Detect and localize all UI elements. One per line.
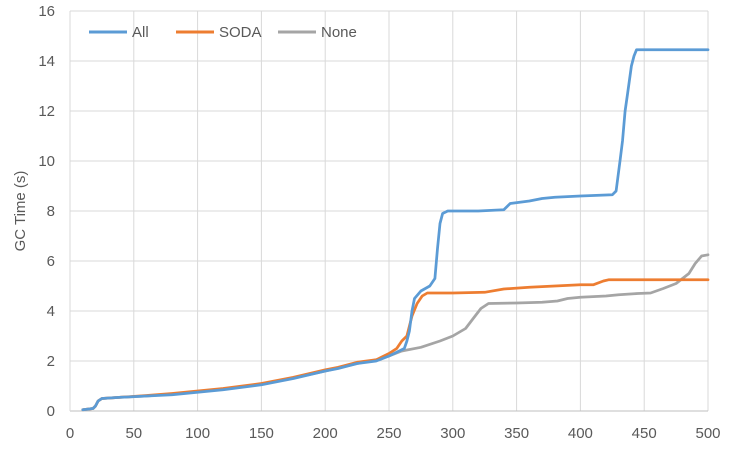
x-tick-label: 450 [632, 425, 657, 442]
y-tick-label: 0 [47, 403, 55, 420]
y-tick-label: 2 [47, 353, 55, 370]
x-tick-label: 150 [249, 425, 274, 442]
axes: 0 50 100 150 200 250 300 350 400 450 500 0 2 4 6 8 10 12 1… [38, 3, 720, 442]
y-tick-label: 14 [38, 53, 55, 70]
legend-label-soda: SODA [219, 24, 262, 41]
x-tick-label: 500 [695, 425, 720, 442]
x-tick-label: 200 [313, 425, 338, 442]
series-lines [81, 48, 710, 412]
legend-label-none: None [321, 24, 357, 41]
y-axis-title: GC Time (s) [12, 171, 29, 252]
gridlines [70, 10, 709, 411]
x-tick-label: 300 [440, 425, 465, 442]
x-tick-label: 350 [504, 425, 529, 442]
x-tick-label: 0 [66, 425, 74, 442]
x-tick-label: 100 [185, 425, 210, 442]
y-tick-label: 4 [47, 303, 55, 320]
legend-label-all: All [132, 24, 149, 41]
x-tick-label: 400 [568, 425, 593, 442]
y-tick-label: 6 [47, 253, 55, 270]
y-tick-label: 16 [38, 3, 55, 20]
y-tick-label: 8 [47, 203, 55, 220]
x-tick-label: 50 [125, 425, 142, 442]
series-line-all [81, 48, 710, 412]
series-line-none [81, 253, 710, 412]
series-line-soda [81, 278, 710, 412]
y-tick-label: 12 [38, 103, 55, 120]
y-tick-label: 10 [38, 153, 55, 170]
x-tick-label: 250 [376, 425, 401, 442]
legend: All SODA None [89, 24, 357, 41]
